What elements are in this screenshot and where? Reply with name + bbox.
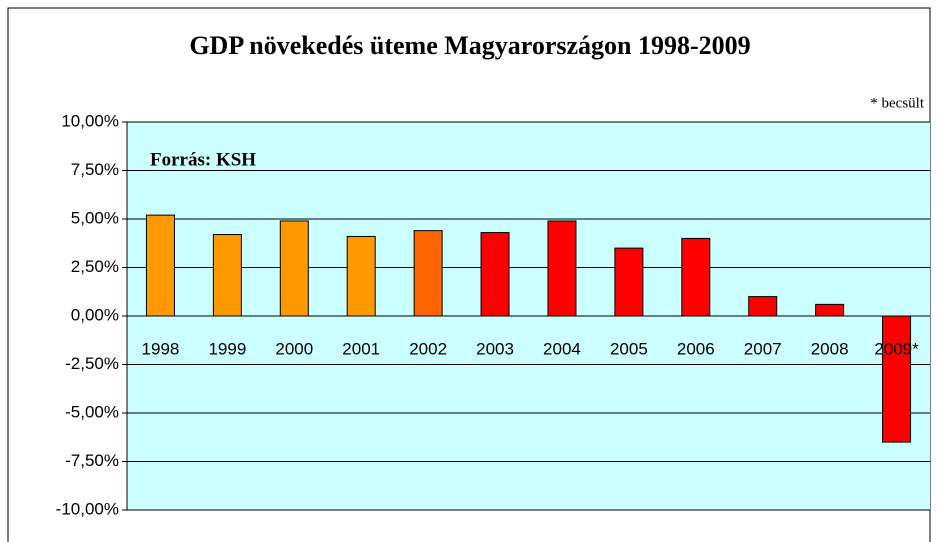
x-tick-label: 2001: [342, 339, 380, 358]
x-tick-label: 2007: [744, 339, 782, 358]
y-tick-label: -5,00%: [65, 402, 119, 421]
bar: [480, 232, 510, 317]
x-tick-label: 2006: [677, 339, 715, 358]
y-tick-label: 5,00%: [71, 208, 119, 227]
bar: [346, 235, 376, 317]
bar: [279, 220, 309, 317]
y-tick-label: 7,50%: [71, 160, 119, 179]
bar: [681, 237, 711, 317]
y-tick-label: 2,50%: [71, 257, 119, 276]
bar: [614, 247, 644, 317]
bar: [748, 296, 778, 317]
source: Forrás: KSH: [150, 149, 256, 170]
y-tick-label: 0,00%: [71, 305, 119, 324]
bar: [815, 303, 845, 317]
y-tick-label: -10,00%: [56, 499, 119, 518]
bar: [212, 234, 242, 317]
bar: [145, 214, 175, 317]
x-tick-label: 2000: [275, 339, 313, 358]
x-tick-label: 2005: [610, 339, 648, 358]
bar: [547, 220, 577, 317]
x-tick-label: 1999: [208, 339, 246, 358]
bar: [882, 315, 912, 443]
y-tick-label: 10,00%: [61, 111, 119, 130]
x-tick-label: 2003: [476, 339, 514, 358]
bar: [413, 230, 443, 317]
x-tick-label: 1998: [142, 339, 180, 358]
x-tick-label: 2002: [409, 339, 447, 358]
y-tick-label: -2,50%: [65, 354, 119, 373]
x-tick-label: 2009*: [874, 339, 919, 358]
x-tick-label: 2004: [543, 339, 581, 358]
x-tick-label: 2008: [811, 339, 849, 358]
chart-title: GDP növekedés üteme Magyarországon 1998-…: [189, 31, 750, 60]
y-tick-label: -7,50%: [65, 451, 119, 470]
note: * becsült: [870, 95, 925, 111]
